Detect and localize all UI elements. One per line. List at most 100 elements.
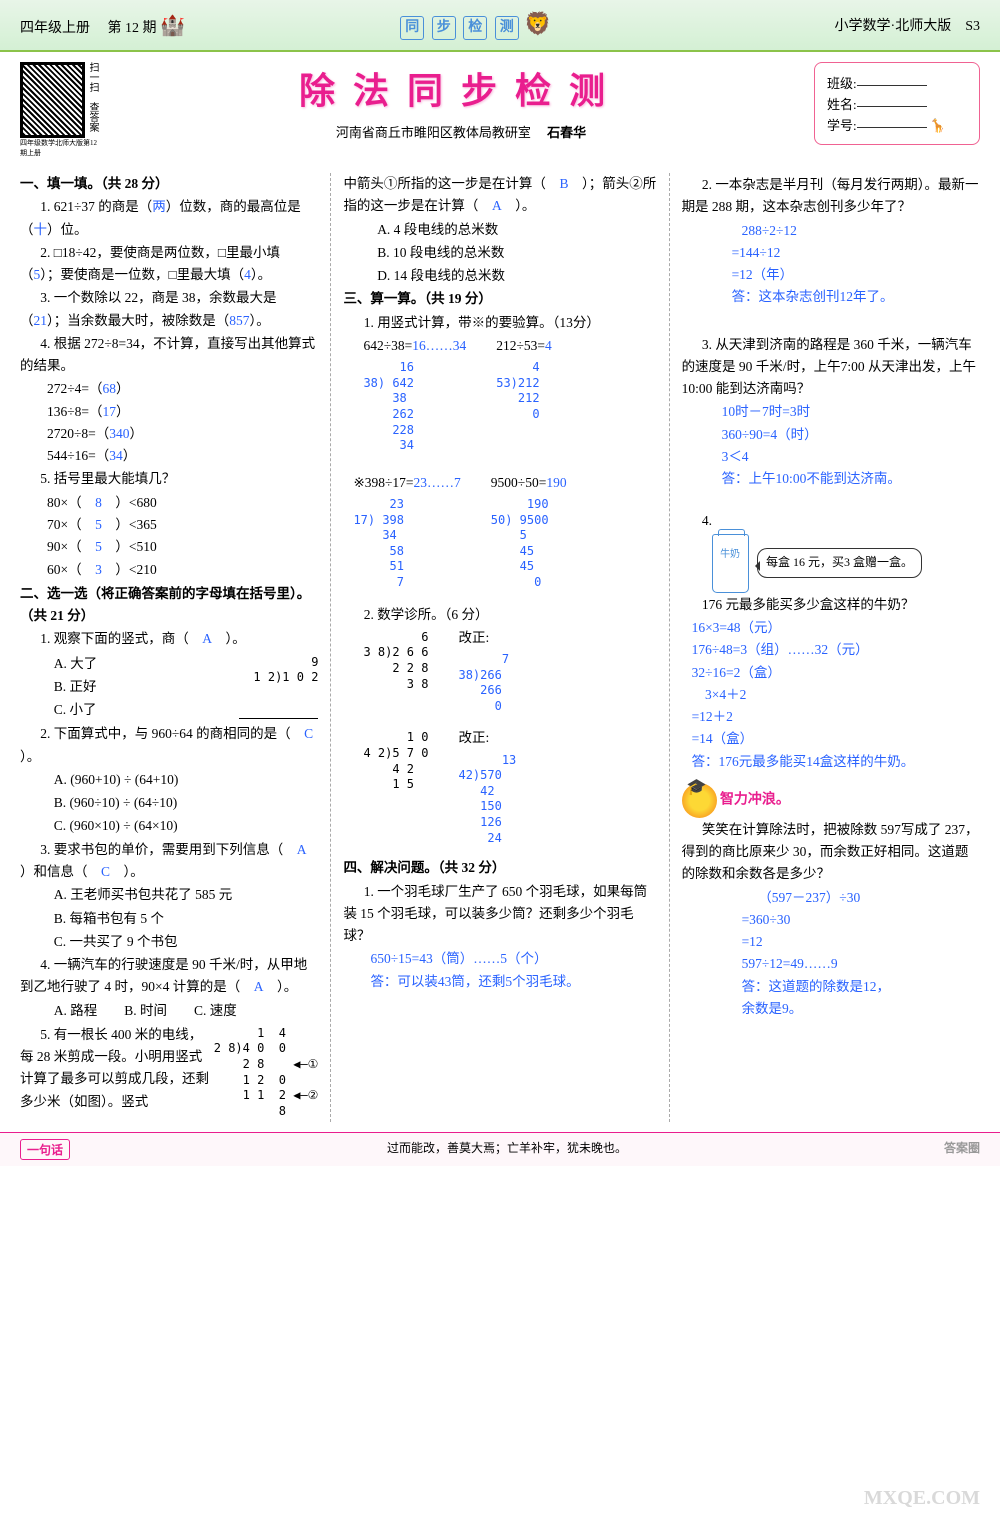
s2-q2: 2. 下面算式中，与 960÷64 的商相同的是（ C ）。 — [20, 723, 318, 768]
c3-q4-text: 176 元最多能买多少盒这样的牛奶？ — [682, 594, 980, 616]
s2-q1-optA: A. 大了 — [20, 653, 239, 675]
clinic-row1: 6 3 8)2 6 6 2 2 8 3 8 改正: 7 38)266 266 0 — [363, 627, 656, 718]
id-line[interactable] — [857, 127, 927, 128]
qr-area: 扫一扫 查答案 四年级数学北师大版第12期上册 — [20, 62, 100, 158]
header-char-2: 步 — [432, 16, 456, 40]
calc1-work: 16 38) 642 38 262 228 34 — [363, 360, 466, 454]
speech-bubble: 每盒 16 元，买3 盒赠一盒。 — [757, 548, 922, 578]
zl-w1: （597－237）÷30 — [752, 887, 980, 909]
zhili-text: 笑笑在计算除法时，把被除数 597写成了 237，得到的商比原来少 30，而余数… — [682, 819, 980, 886]
zl-w3: =12 — [742, 931, 980, 953]
class-line[interactable] — [857, 85, 927, 86]
correct1-label: 改正: — [458, 630, 489, 645]
s1-q5-3: 90×（ 5 ）<510 — [20, 536, 318, 558]
title-area: 除法同步检测 河南省商丘市睢阳区教体局教研室 石春华 — [108, 62, 814, 141]
calc2-work: 4 53)212 212 0 — [496, 360, 552, 422]
s1-q2: 2. □18÷42，要使商是两位数，□里最小填（5）；要使商是一位数，□里最大填… — [20, 242, 318, 287]
c3-q3-w2: 360÷90=4（时） — [722, 424, 980, 446]
s4-q1-ans2: 答：可以装43筒，还剩5个羽毛球。 — [343, 971, 656, 993]
s1-q4-3: 2720÷8=（340） — [20, 423, 318, 445]
s1-q4-head: 4. 根据 272÷8=34，不计算，直接写出其他算式的结果。 — [20, 333, 318, 378]
id-label: 学号: — [827, 118, 857, 133]
s2-q1: 1. 观察下面的竖式，商（ A ）。 — [20, 628, 318, 650]
name-label: 姓名: — [827, 97, 857, 112]
qr-label: 扫一扫 查答案 — [85, 62, 100, 138]
s1-q5-head: 5. 括号里最大能填几？ — [20, 468, 318, 490]
correct1: 7 38)266 266 0 — [458, 652, 509, 714]
s1-q5-2: 70×（ 5 ）<365 — [20, 514, 318, 536]
c3-q4-w2: 176÷48=3（组）……32（元） — [692, 639, 980, 661]
section3-head: 三、算一算。（共 19 分） — [343, 288, 656, 310]
s1-q4-2: 136÷8=（17） — [20, 401, 318, 423]
s2-q3-optB: B. 每箱书包有 5 个 — [20, 908, 318, 930]
section2-head: 二、选一选（将正确答案前的字母填在括号里）。（共 21 分） — [20, 583, 318, 628]
c3-q4-w4: 3×4＋2 — [692, 684, 980, 706]
header-left: 四年级上册 第 12 期 🏰 — [20, 13, 220, 38]
header-char-3: 检 — [463, 16, 487, 40]
c3-q4-w5: =12＋2 — [692, 706, 980, 728]
column-1: 一、填一填。（共 28 分） 1. 621÷37 的商是（两）位数，商的最高位是… — [20, 173, 331, 1122]
wrong1: 6 3 8)2 6 6 2 2 8 3 8 — [363, 630, 428, 715]
s1-q4-1: 272÷4=（68） — [20, 378, 318, 400]
s1-q1: 1. 621÷37 的商是（两）位数，商的最高位是（十）位。 — [20, 196, 318, 241]
owl-icon — [682, 783, 717, 818]
s1-q3: 3. 一个数除以 22，商是 38，余数最大是（21）；当余数最大时，被除数是（… — [20, 287, 318, 332]
header-char-1: 同 — [400, 16, 424, 40]
calc-row2: ※398÷17=23……7 23 17) 398 34 58 51 7 9500… — [353, 472, 656, 594]
zhili-row: 智力冲浪。 — [682, 783, 980, 818]
wrong2: 1 0 4 2)5 7 0 4 2 1 5 — [363, 730, 428, 846]
page-header: 四年级上册 第 12 期 🏰 同 步 检 测 🦁 小学数学·北师大版 S3 — [0, 0, 1000, 52]
s3-q2-head: 2. 数学诊所。（6 分） — [343, 604, 656, 626]
col2-optB: B. 10 段电线的总米数 — [343, 242, 656, 264]
content-area: 一、填一填。（共 28 分） 1. 621÷37 的商是（两）位数，商的最高位是… — [0, 168, 1000, 1132]
s2-q4: 4. 一辆汽车的行驶速度是 90 千米/时，从甲地到乙地行驶了 4 时，90×4… — [20, 954, 318, 999]
qr-code[interactable] — [20, 62, 85, 138]
section4-head: 四、解决问题。（共 32 分） — [343, 857, 656, 879]
s3-q1-head: 1. 用竖式计算，带※的要验算。（13分） — [343, 312, 656, 334]
lion-icon: 🦁 — [524, 11, 551, 36]
s2-q3-optA: A. 王老师买书包共花了 585 元 — [20, 884, 318, 906]
calc-row1: 642÷38=16……34 16 38) 642 38 262 228 34 2… — [363, 335, 656, 457]
footer-center: 过而能改，善莫大焉；亡羊补牢，犹未晚也。 — [70, 1139, 944, 1160]
c3-q3-w3: 3＜4 — [722, 446, 980, 468]
answer-mark: 答案圈 — [944, 1139, 980, 1160]
col2-optD: D. 14 段电线的总米数 — [343, 265, 656, 287]
s1-q4-4: 544÷16=（34） — [20, 445, 318, 467]
main-title: 除法同步检测 — [108, 62, 814, 114]
zl-w4: 597÷12=49……9 — [742, 953, 980, 975]
c3-q2: 2. 一本杂志是半月刊（每月发行两期）。最新一期是 288 期，这本杂志创刊多少… — [682, 174, 980, 219]
s2-q5-division: 1 4 2 8)4 0 0 2 8 ◀—① 1 2 0 1 1 2 ◀—② 8 — [214, 1026, 319, 1120]
section1-head: 一、填一填。（共 28 分） — [20, 173, 318, 195]
correct2: 13 42)570 42 150 126 24 — [458, 753, 516, 847]
s4-q1-ans1: 650÷15=43（筒）……5（个） — [343, 948, 656, 970]
s2-q5: 5. 有一根长 400 米的电线，每 28 米剪成一段。小明用竖式计算了最多可以… — [20, 1024, 214, 1122]
column-2: 中箭头①所指的这一步是在计算（ B ）；箭头②所指的这一步是在计算（ A ）。 … — [331, 173, 669, 1122]
c3-q2-w4: 答：这本杂志创刊12年了。 — [732, 286, 980, 308]
c3-q2-w2: =144÷12 — [732, 242, 980, 264]
c3-q3: 3. 从天津到济南的路程是 360 千米，一辆汽车的速度是 90 千米/时，上午… — [682, 334, 980, 401]
c3-q2-w1: 288÷2÷12 — [742, 220, 980, 242]
s1-q5-4: 60×（ 3 ）<210 — [20, 559, 318, 581]
footer: 一句话 过而能改，善莫大焉；亡羊补牢，犹未晚也。 答案圈 — [0, 1132, 1000, 1166]
footer-left: 一句话 — [20, 1139, 70, 1160]
zl-w5: 答：这道题的除数是12， — [742, 976, 980, 998]
castle-icon: 🏰 — [160, 13, 185, 38]
name-line[interactable] — [857, 106, 927, 107]
col2-optA: A. 4 段电线的总米数 — [343, 219, 656, 241]
grade-text: 四年级上册 — [20, 21, 90, 36]
header-right: 小学数学·北师大版 S3 — [730, 15, 980, 35]
c3-q2-w3: =12（年） — [732, 264, 980, 286]
zl-w6: 余数是9。 — [742, 998, 980, 1020]
subtitle-author: 石春华 — [547, 125, 586, 140]
s1-q5-1: 80×（ 8 ）<680 — [20, 492, 318, 514]
s2-q2-optB: B. (960÷10) ÷ (64÷10) — [20, 792, 318, 814]
s2-q1-division: 9 1 2)1 0 2 — [239, 655, 318, 720]
c3-q3-w1: 10时－7时=3时 — [722, 401, 980, 423]
milk-icon: 牛奶 — [712, 534, 749, 593]
s2-q2-optA: A. (960+10) ÷ (64+10) — [20, 769, 318, 791]
watermark: MXQE.COM — [864, 1487, 980, 1510]
c3-q4-w6: =14（盒） — [692, 728, 980, 750]
title-section: 扫一扫 查答案 四年级数学北师大版第12期上册 除法同步检测 河南省商丘市睢阳区… — [0, 52, 1000, 168]
student-info-box: 班级: 姓名: 学号: 🦒 — [814, 62, 980, 145]
s2-q1-optC: C. 小了 — [20, 699, 239, 721]
